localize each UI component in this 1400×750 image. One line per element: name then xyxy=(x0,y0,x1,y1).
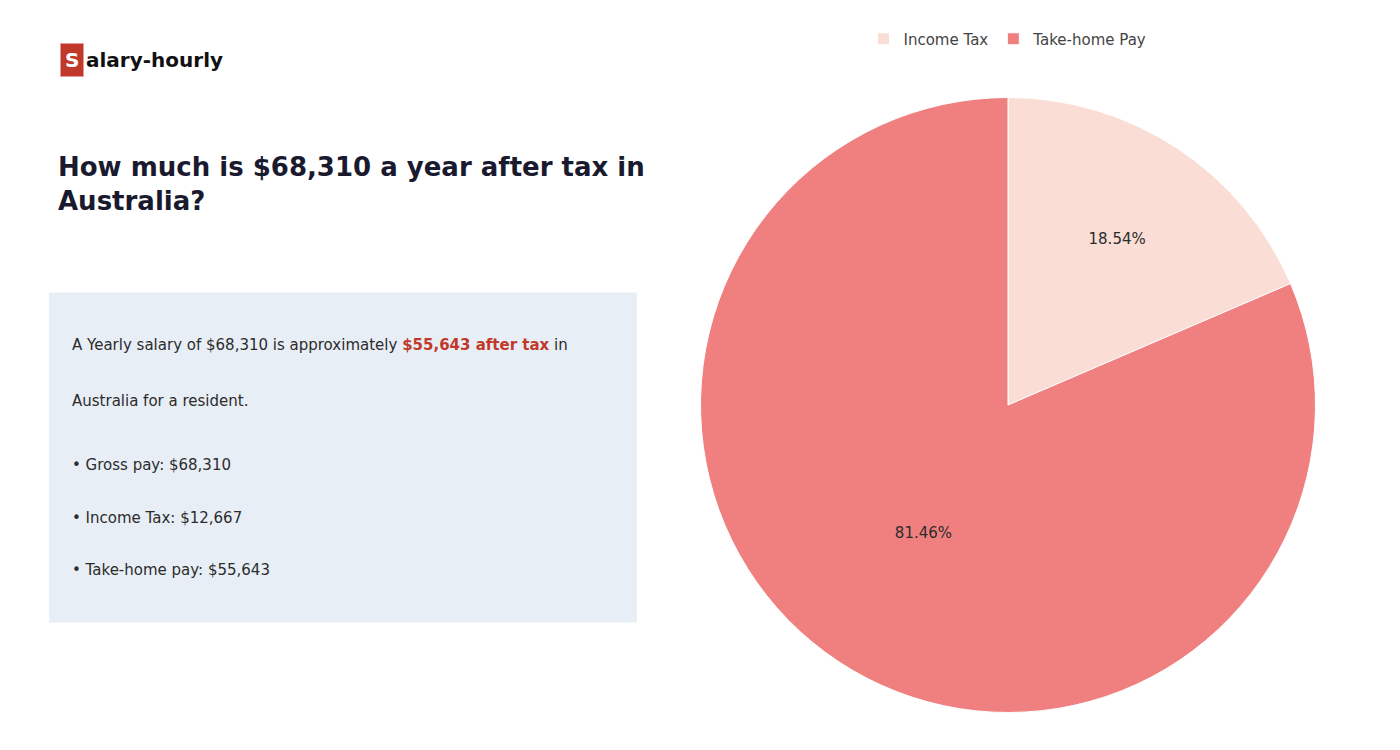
svg-text:alary-hourly: alary-hourly xyxy=(86,48,223,72)
svg-text:81.46%: 81.46% xyxy=(895,524,952,542)
svg-text:Take-home Pay: Take-home Pay xyxy=(1032,31,1146,49)
svg-text:• Take-home pay: $55,643: • Take-home pay: $55,643 xyxy=(72,561,270,579)
svg-text:Income Tax: Income Tax xyxy=(904,31,989,49)
svg-text:• Income Tax: $12,667: • Income Tax: $12,667 xyxy=(72,509,242,527)
svg-text:18.54%: 18.54% xyxy=(1089,230,1146,248)
svg-text:• Gross pay: $68,310: • Gross pay: $68,310 xyxy=(72,456,231,474)
svg-text:Australia for a resident.: Australia for a resident. xyxy=(72,392,248,410)
svg-text:A Yearly salary of $68,310 is: A Yearly salary of $68,310 is approximat… xyxy=(72,336,568,354)
svg-text:S: S xyxy=(65,48,79,72)
svg-text:How much is $68,310 a year aft: How much is $68,310 a year after tax inA… xyxy=(58,152,645,216)
